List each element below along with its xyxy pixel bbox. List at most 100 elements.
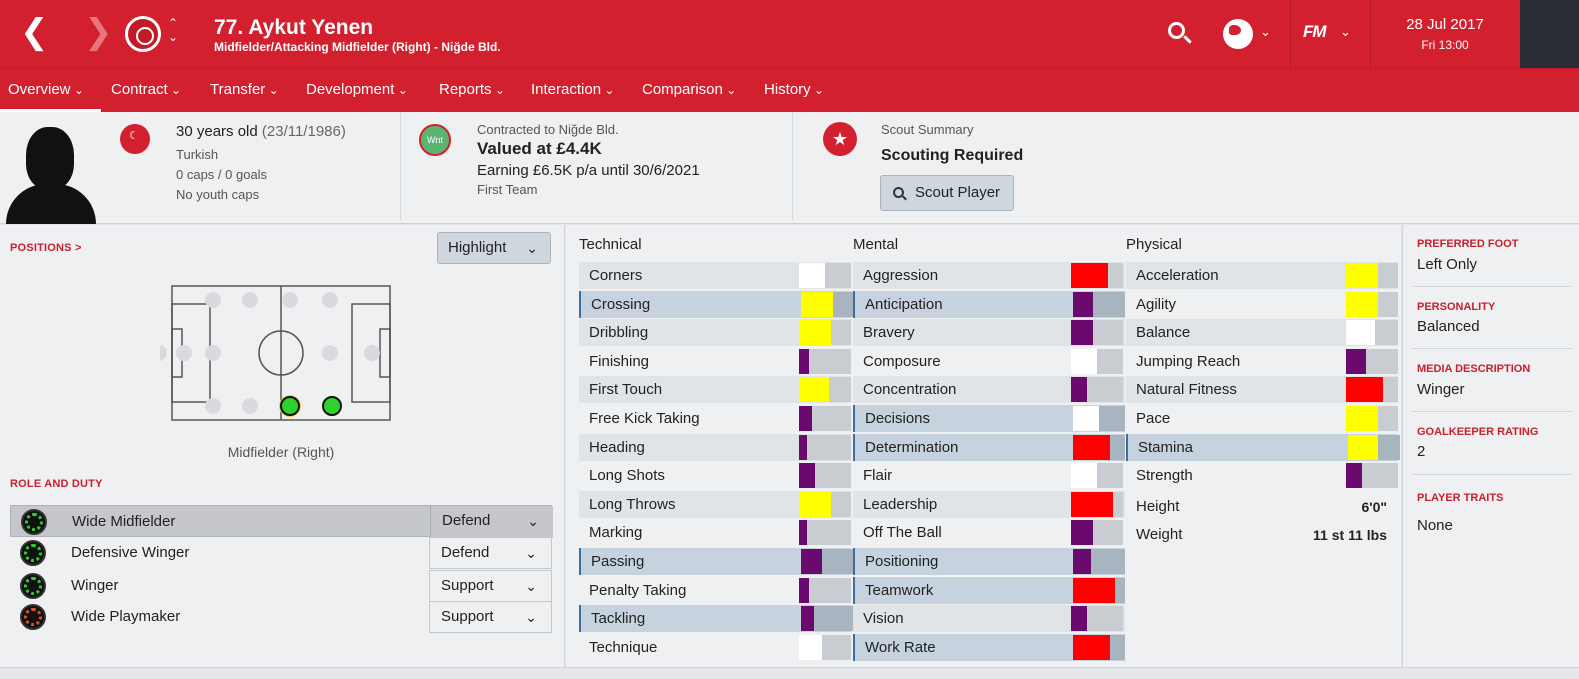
attribute-label: Long Throws <box>589 495 676 513</box>
duty-dropdown[interactable]: Defend ⌄ <box>429 537 552 569</box>
attribute-row[interactable]: Long Shots <box>579 462 851 489</box>
attribute-row[interactable]: Pace <box>1126 405 1398 432</box>
search-icon[interactable] <box>1166 20 1194 48</box>
weight-value: 11 st 11 lbs <box>1313 527 1387 543</box>
attribute-row[interactable]: Work Rate <box>853 633 1125 661</box>
role-row[interactable]: Wide Playmaker Support ⌄ <box>10 601 552 633</box>
attribute-row[interactable]: Long Throws <box>579 490 851 518</box>
attribute-row[interactable]: Natural Fitness <box>1126 376 1398 404</box>
duty-dropdown[interactable]: Support ⌄ <box>429 601 552 633</box>
attribute-bar <box>799 320 851 346</box>
nation-flag-icon[interactable] <box>120 124 150 154</box>
game-date[interactable]: 28 Jul 2017 <box>1406 16 1484 33</box>
attribute-label: Composure <box>863 352 941 370</box>
attribute-bar <box>1071 377 1123 403</box>
attribute-row[interactable]: Finishing <box>579 348 851 375</box>
header-divider <box>1370 0 1371 68</box>
attribute-row[interactable]: Flair <box>853 462 1125 489</box>
attribute-bar <box>1346 406 1398 431</box>
attribute-label: Long Shots <box>589 467 665 485</box>
header-divider <box>1290 0 1291 68</box>
player-value: Valued at £4.4K <box>477 139 602 158</box>
attribute-row[interactable]: Jumping Reach <box>1126 348 1398 375</box>
attribute-row[interactable]: Leadership <box>853 490 1125 518</box>
attribute-row[interactable]: Determination <box>853 433 1125 461</box>
active-tab-indicator <box>0 109 101 113</box>
attribute-row[interactable]: Anticipation <box>853 290 1125 318</box>
tab-reports[interactable]: Reports <box>439 81 505 98</box>
attribute-row[interactable]: Balance <box>1126 319 1398 347</box>
attribute-row[interactable]: Acceleration <box>1126 262 1398 289</box>
tab-transfer[interactable]: Transfer <box>210 81 279 98</box>
attribute-row[interactable]: Tackling <box>579 605 853 633</box>
prev-next-player-icon[interactable]: ⌃ ⌄ <box>168 16 179 44</box>
attribute-label: Acceleration <box>1136 267 1219 284</box>
attribute-label: Vision <box>863 610 904 628</box>
attribute-bar <box>1073 577 1125 603</box>
club-badge-icon[interactable] <box>125 16 161 52</box>
attribute-bar-fill <box>1346 463 1362 489</box>
attribute-row[interactable]: Agility <box>1126 291 1398 318</box>
attribute-bar-fill <box>1071 463 1097 489</box>
attribute-bar <box>1348 434 1400 460</box>
attribute-bar <box>799 463 851 489</box>
role-row[interactable]: Wide Midfielder Defend ⌄ <box>10 505 553 538</box>
attribute-row[interactable]: Concentration <box>853 376 1125 404</box>
role-row[interactable]: Defensive Winger Defend ⌄ <box>10 537 552 569</box>
attribute-label: Strength <box>1136 467 1193 485</box>
attribute-row[interactable]: Aggression <box>853 262 1125 289</box>
attribute-row[interactable]: Heading <box>579 433 851 461</box>
attribute-bar <box>1071 520 1123 546</box>
forward-arrow-icon[interactable]: ❯ <box>84 13 113 51</box>
tab-interaction[interactable]: Interaction <box>531 81 614 98</box>
attribute-row[interactable]: Stamina <box>1126 433 1400 461</box>
attribute-row[interactable]: Marking <box>579 519 851 546</box>
attribute-row[interactable]: Vision <box>853 605 1125 633</box>
duty-dropdown[interactable]: Defend ⌄ <box>430 506 553 538</box>
attribute-row[interactable]: Strength <box>1126 462 1398 489</box>
player-youth-caps: No youth caps <box>176 187 260 202</box>
attribute-row[interactable]: Composure <box>853 348 1125 375</box>
tab-overview[interactable]: Overview <box>8 81 84 98</box>
tab-contract[interactable]: Contract <box>111 81 181 98</box>
highlight-dropdown[interactable]: Highlight ⌄ <box>437 232 551 264</box>
attribute-bar-fill <box>799 577 809 603</box>
attribute-label: Off The Ball <box>863 524 942 542</box>
attribute-row[interactable]: Bravery <box>853 319 1125 347</box>
duty-dropdown[interactable]: Support ⌄ <box>429 570 552 602</box>
positions-heading[interactable]: POSITIONS > <box>10 242 82 254</box>
attribute-label: Stamina <box>1138 438 1194 456</box>
scout-player-button[interactable]: Scout Player <box>880 175 1014 211</box>
attribute-row[interactable]: Crossing <box>579 290 853 318</box>
attribute-label: Determination <box>865 438 959 456</box>
chevron-down-icon[interactable]: ⌄ <box>1340 24 1351 39</box>
attribute-row[interactable]: Decisions <box>853 405 1125 432</box>
attribute-bar <box>799 520 851 546</box>
attribute-row[interactable]: Dribbling <box>579 319 851 347</box>
attribute-row[interactable]: Passing <box>579 548 853 575</box>
attribute-row[interactable]: Corners <box>579 262 851 289</box>
profile-panel <box>1402 225 1579 667</box>
attribute-bar-fill <box>1346 320 1375 346</box>
personality-value: Balanced <box>1417 318 1480 335</box>
chevron-down-icon[interactable]: ⌄ <box>1260 24 1271 39</box>
attribute-row[interactable]: Positioning <box>853 548 1125 575</box>
back-arrow-icon[interactable]: ❮ <box>20 13 49 51</box>
contract-status-badge[interactable]: Wnt <box>419 124 451 156</box>
tab-history[interactable]: History <box>764 81 824 98</box>
attribute-bar-fill <box>1073 549 1091 574</box>
attribute-row[interactable]: Penalty Taking <box>579 577 851 604</box>
attribute-row[interactable]: Technique <box>579 634 851 661</box>
tab-comparison[interactable]: Comparison <box>642 81 736 98</box>
role-rating-icon <box>20 573 46 599</box>
globe-icon[interactable] <box>1223 19 1253 49</box>
continue-panel[interactable] <box>1520 0 1579 68</box>
attribute-row[interactable]: Free Kick Taking <box>579 405 851 432</box>
attribute-row[interactable]: First Touch <box>579 376 851 404</box>
attribute-bar-fill <box>1071 491 1113 517</box>
tab-development[interactable]: Development <box>306 81 408 98</box>
attribute-row[interactable]: Teamwork <box>853 576 1125 604</box>
role-row[interactable]: Winger Support ⌄ <box>10 570 552 602</box>
attribute-row[interactable]: Off The Ball <box>853 519 1125 546</box>
fm-logo[interactable]: FM <box>1303 22 1327 41</box>
